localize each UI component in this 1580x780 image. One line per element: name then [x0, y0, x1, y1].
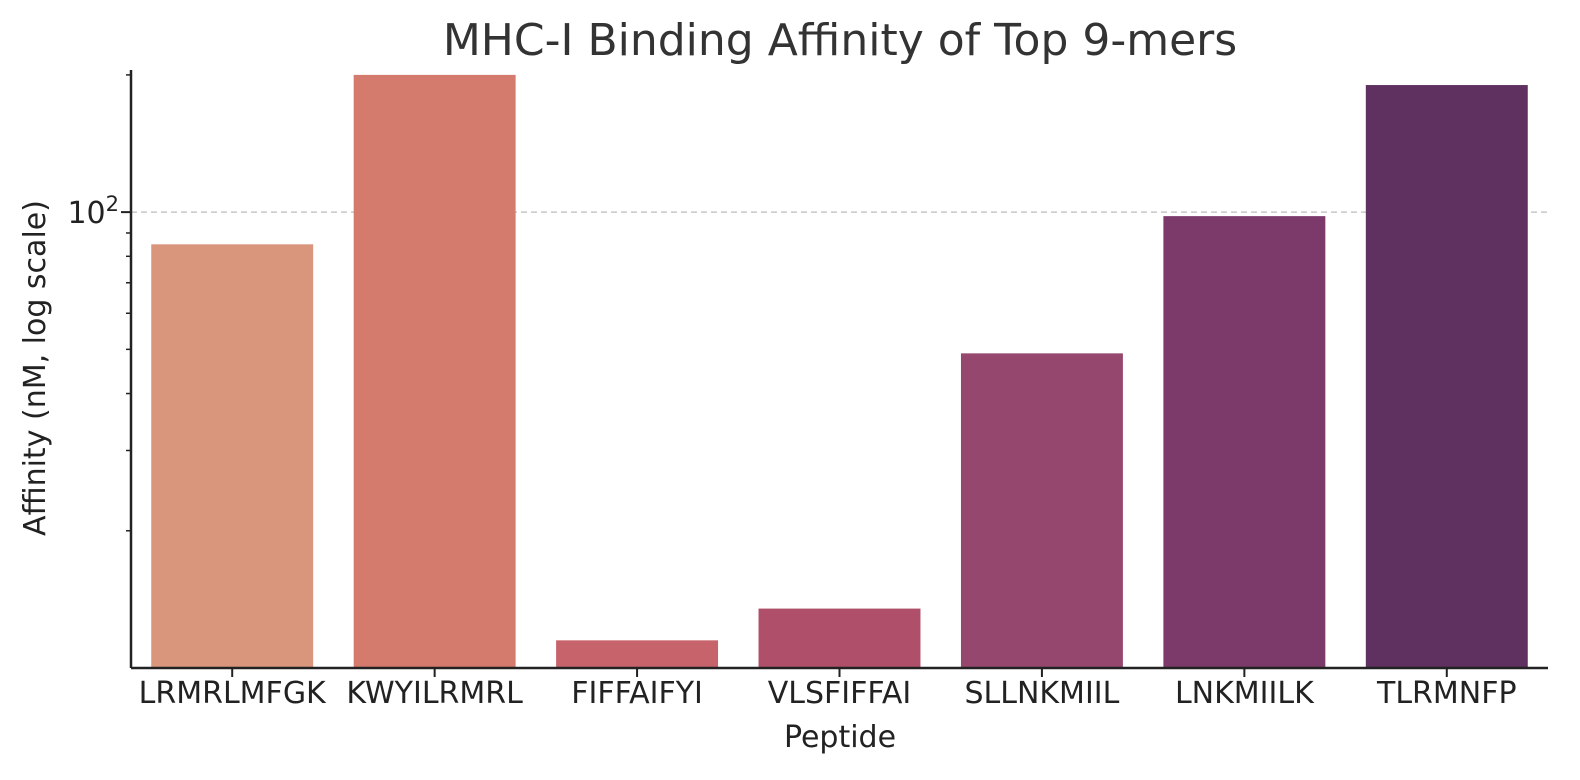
x-tick-label: KWYILRMRL — [346, 676, 523, 711]
x-tick-label: SLLNKMIIL — [964, 676, 1119, 711]
x-tick-label: FIFFAIFYI — [571, 676, 703, 711]
bar — [353, 74, 516, 668]
bar — [556, 640, 719, 668]
x-tick-label: VLSFIFFAI — [768, 676, 912, 711]
bar — [960, 353, 1123, 668]
y-tick-label: 102 — [67, 192, 119, 231]
bars — [151, 74, 1528, 669]
bar — [758, 608, 921, 668]
x-ticks: LRMRLMFGK KWYILRMRL FIFFAIFYI VLSFIFFAI SLLN… — [139, 668, 1517, 711]
x-tick-label: LRMRLMFGK — [139, 676, 327, 711]
x-tick-label: LNKMIILK — [1175, 676, 1315, 711]
y-axis-label: Affinity (nM, log scale) — [18, 200, 53, 536]
bar — [151, 244, 314, 669]
x-tick-label: TLRMNFP — [1376, 676, 1517, 711]
chart-title: MHC-I Binding Affinity of Top 9-mers — [443, 15, 1237, 66]
axes — [129, 70, 1548, 670]
bar — [1365, 85, 1528, 669]
y-ticks: 102 — [67, 74, 131, 532]
x-axis-label: Peptide — [784, 720, 896, 755]
bar — [1163, 216, 1326, 668]
